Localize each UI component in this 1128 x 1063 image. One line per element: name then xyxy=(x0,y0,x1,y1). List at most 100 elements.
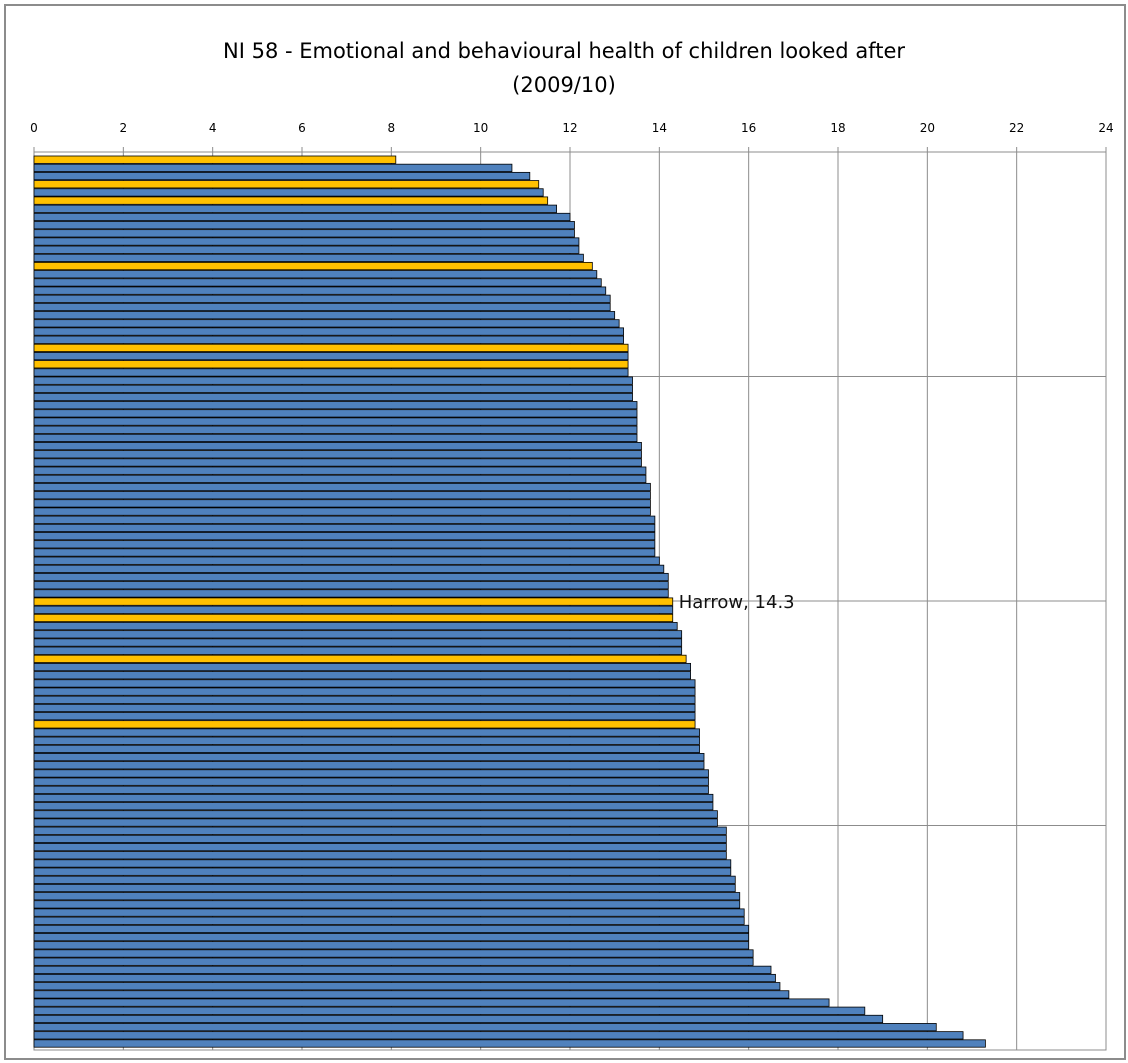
bar xyxy=(33,581,669,590)
bar xyxy=(33,662,691,672)
bar xyxy=(33,564,665,573)
bar xyxy=(33,924,750,934)
bar xyxy=(33,826,727,835)
bar xyxy=(33,761,705,770)
bar xyxy=(33,933,750,942)
bar xyxy=(33,1014,884,1024)
bar xyxy=(33,433,638,443)
bar xyxy=(33,622,678,631)
bar-highlighted xyxy=(33,720,696,729)
x-tick-label: 14 xyxy=(652,121,667,135)
bar xyxy=(33,311,616,320)
bar xyxy=(33,605,674,614)
bar xyxy=(33,687,696,696)
bar xyxy=(33,638,683,647)
bar xyxy=(33,973,776,983)
chart-title: NI 58 - Emotional and behavioural health… xyxy=(0,34,1128,102)
bar xyxy=(33,703,696,713)
bar xyxy=(33,679,696,688)
bar xyxy=(33,744,700,753)
bar xyxy=(33,843,727,852)
bar xyxy=(33,204,557,213)
x-tick-label: 12 xyxy=(562,121,577,135)
x-tick-label: 4 xyxy=(209,121,217,135)
bar xyxy=(33,425,638,434)
x-axis-ticks: 0 2 4 6 8 10 12 14 16 18 20 22 24 xyxy=(30,121,1114,152)
bar xyxy=(33,859,732,868)
chart-title-line-1: NI 58 - Emotional and behavioural health… xyxy=(223,39,905,63)
bar xyxy=(33,466,647,475)
bar xyxy=(33,982,781,991)
bar-highlighted xyxy=(33,180,540,189)
bar xyxy=(33,368,629,377)
x-tick-label: 6 xyxy=(298,121,306,135)
bar xyxy=(33,810,718,819)
bar xyxy=(33,695,696,704)
x-tick-label: 18 xyxy=(830,121,845,135)
bar xyxy=(33,515,656,524)
bar xyxy=(33,646,683,655)
bar xyxy=(33,883,736,893)
bar xyxy=(33,491,651,500)
bar xyxy=(33,237,580,246)
bar xyxy=(33,1006,866,1015)
bar xyxy=(33,875,736,884)
bar xyxy=(33,442,642,451)
bar xyxy=(33,941,750,950)
bar xyxy=(33,474,647,483)
data-labels: Harrow, 14.3 xyxy=(679,592,795,613)
bar xyxy=(33,319,620,328)
bar-highlighted xyxy=(33,597,674,606)
bar xyxy=(33,327,624,336)
bar-highlighted xyxy=(33,196,549,205)
bar xyxy=(33,188,544,197)
bar-highlighted xyxy=(33,613,674,623)
bar xyxy=(33,834,727,844)
bar xyxy=(33,352,629,361)
bar-highlighted xyxy=(33,654,687,663)
bar xyxy=(33,1039,986,1048)
bars xyxy=(33,155,986,1048)
bar xyxy=(33,229,575,238)
bar xyxy=(33,777,709,786)
bar-highlighted xyxy=(33,261,593,271)
bar xyxy=(33,532,656,541)
bar xyxy=(33,253,584,262)
bar xyxy=(33,793,714,803)
bar xyxy=(33,867,732,876)
bar xyxy=(33,270,598,279)
bar xyxy=(33,540,656,549)
bar xyxy=(33,728,700,737)
bar xyxy=(33,752,705,762)
bar xyxy=(33,998,830,1007)
bar xyxy=(33,278,602,287)
bar xyxy=(33,499,651,508)
bar xyxy=(33,548,656,557)
x-tick-label: 0 xyxy=(30,121,38,135)
bar xyxy=(33,785,709,794)
bar xyxy=(33,630,683,639)
bar xyxy=(33,376,633,385)
bar xyxy=(33,392,633,402)
bar xyxy=(33,286,607,295)
bar xyxy=(33,892,741,901)
bar xyxy=(33,409,638,418)
bar xyxy=(33,507,651,516)
bar xyxy=(33,245,580,254)
bar xyxy=(33,556,660,565)
bar xyxy=(33,802,714,811)
bar xyxy=(33,965,772,974)
bar xyxy=(33,384,633,393)
bar xyxy=(33,589,669,598)
bar xyxy=(33,450,642,459)
bar xyxy=(33,916,745,925)
data-label-harrow: Harrow, 14.3 xyxy=(679,592,795,613)
chart-title-line-2: (2009/10) xyxy=(512,73,616,97)
bar xyxy=(33,221,575,230)
bar xyxy=(33,908,745,917)
bar xyxy=(33,949,754,958)
bar xyxy=(33,851,727,860)
bar-highlighted xyxy=(33,155,397,164)
bar xyxy=(33,1023,937,1032)
